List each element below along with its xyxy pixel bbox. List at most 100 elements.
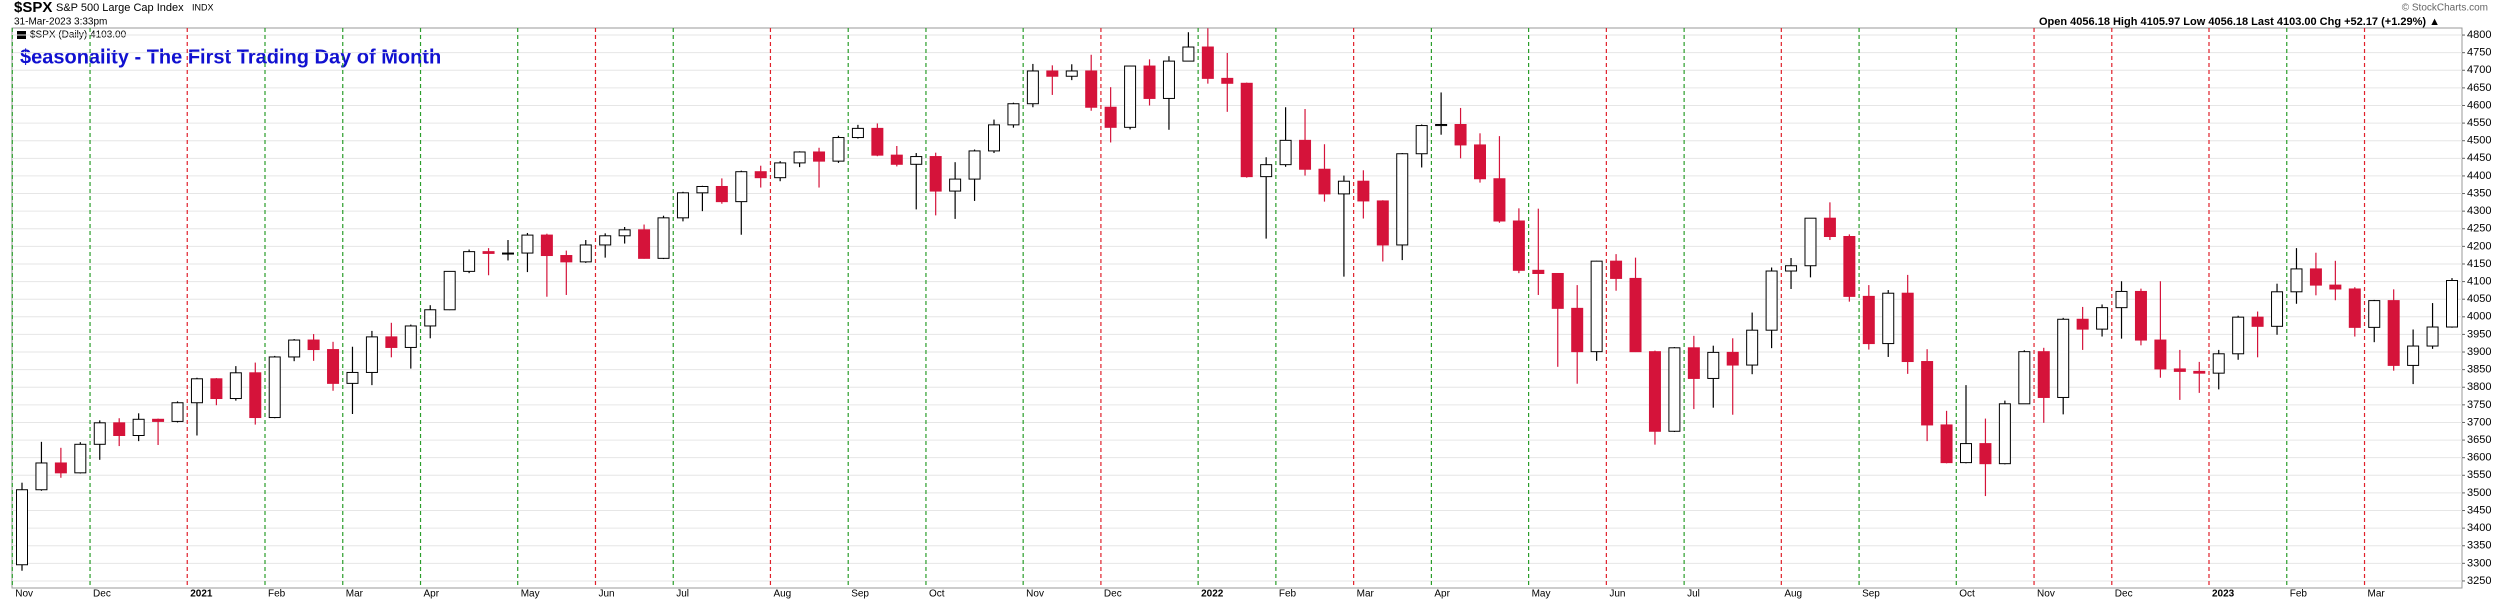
candle-body xyxy=(540,234,553,257)
candle-body xyxy=(2193,370,2206,374)
y-tick-label: 4800 xyxy=(2467,29,2491,41)
candle-body xyxy=(1201,46,1214,79)
candle-body xyxy=(1260,164,1273,178)
candle-body xyxy=(1901,292,1914,363)
candle-body xyxy=(1318,168,1331,195)
candle-body xyxy=(482,251,495,254)
candle-body xyxy=(793,151,806,164)
candle-body xyxy=(813,151,826,162)
y-tick-label: 4150 xyxy=(2467,258,2491,270)
candle-body xyxy=(2115,290,2128,309)
candle-body xyxy=(288,339,301,358)
candle-body xyxy=(54,462,67,474)
y-tick-label: 3600 xyxy=(2467,452,2491,464)
candle-body xyxy=(1026,70,1039,105)
grid: 3250 3300 3350 3400 3450 3500 3550 3600 3650 3700… xyxy=(11,28,2491,600)
candle-body xyxy=(1143,65,1156,99)
y-tick-label: 3350 xyxy=(2467,540,2491,552)
x-tick-label: 2022 xyxy=(1201,589,1224,600)
candle-body xyxy=(74,443,87,474)
x-tick-label: Jun xyxy=(1609,589,1625,600)
y-tick-label: 3250 xyxy=(2467,575,2491,587)
x-tick-label: Feb xyxy=(2290,589,2308,600)
y-tick-label: 3700 xyxy=(2467,416,2491,428)
x-tick-label: Sep xyxy=(851,589,869,600)
candle-body xyxy=(2407,345,2420,366)
candle-body xyxy=(1590,260,1603,353)
candle-body xyxy=(2290,268,2303,293)
x-tick-label: May xyxy=(521,589,540,600)
candle-body xyxy=(1007,103,1020,126)
candle-body xyxy=(1707,351,1720,379)
candle-body xyxy=(1610,260,1623,279)
symbol: $SPX xyxy=(14,0,52,16)
candle-body xyxy=(1454,124,1467,146)
candle-body xyxy=(1862,295,1875,345)
y-tick-label: 3450 xyxy=(2467,504,2491,516)
x-tick-label: Dec xyxy=(2115,589,2133,600)
candle-body xyxy=(404,325,417,348)
candle-body xyxy=(968,150,981,180)
candle-body xyxy=(2348,288,2361,328)
x-tick-label: Aug xyxy=(773,589,791,600)
candle-body xyxy=(1746,329,1759,366)
y-tick-label: 4650 xyxy=(2467,82,2491,94)
candle-body xyxy=(1046,70,1059,77)
y-tick-label: 4100 xyxy=(2467,275,2491,287)
y-tick-label: 4600 xyxy=(2467,99,2491,111)
candle-body xyxy=(2154,339,2167,370)
candle-body xyxy=(2309,268,2322,286)
y-tick-label: 3500 xyxy=(2467,487,2491,499)
candle-body xyxy=(35,462,48,491)
x-tick-label: Apr xyxy=(424,589,440,600)
y-tick-label: 3650 xyxy=(2467,434,2491,446)
y-tick-label: 4750 xyxy=(2467,47,2491,59)
x-tick-label: Mar xyxy=(346,589,364,600)
candle-body xyxy=(463,251,476,272)
y-tick-label: 4450 xyxy=(2467,152,2491,164)
candle-body xyxy=(2329,284,2342,290)
candle-body xyxy=(638,229,651,259)
candle-body xyxy=(1785,265,1798,272)
y-tick-label: 4350 xyxy=(2467,187,2491,199)
candle-body xyxy=(2426,326,2439,347)
candle-body xyxy=(696,185,709,194)
candle-body xyxy=(2387,300,2400,366)
x-tick-label: Jul xyxy=(676,589,689,600)
candle-body xyxy=(1104,106,1117,128)
candle-body xyxy=(2037,351,2050,398)
candle-body xyxy=(152,418,165,422)
candle-body xyxy=(1921,361,1934,426)
credit: © StockCharts.com xyxy=(2402,3,2488,14)
candle-body xyxy=(1065,70,1078,77)
candle-body xyxy=(2173,368,2186,372)
candle-body xyxy=(1532,269,1545,274)
exchange: INDX xyxy=(192,2,214,12)
candle-body xyxy=(832,137,845,162)
candle-body xyxy=(327,349,340,384)
x-tick-label: 2023 xyxy=(2212,589,2235,600)
y-tick-label: 3800 xyxy=(2467,381,2491,393)
candle-body xyxy=(560,255,573,263)
candle-body xyxy=(229,372,242,400)
candle-body xyxy=(1357,180,1370,202)
candle-body xyxy=(502,252,514,255)
y-tick-label: 3400 xyxy=(2467,522,2491,534)
x-tick-label: Nov xyxy=(1026,589,1044,600)
candle-body xyxy=(1474,144,1486,180)
x-tick-label: Nov xyxy=(2037,589,2055,600)
candle-body xyxy=(1882,292,1895,345)
candle-body xyxy=(346,371,359,384)
y-tick-label: 4550 xyxy=(2467,117,2491,129)
candle-body xyxy=(1998,403,2011,465)
x-tick-label: Feb xyxy=(268,589,286,600)
candle-body xyxy=(1376,200,1389,246)
candle-body xyxy=(871,127,884,156)
index-name: S&P 500 Large Cap Index xyxy=(56,2,184,14)
y-tick-label: 3950 xyxy=(2467,328,2491,340)
x-tick-label: Dec xyxy=(93,589,111,600)
candle-body xyxy=(1512,220,1525,271)
candle-body xyxy=(2076,318,2089,330)
candle-body xyxy=(210,378,223,400)
candle-body xyxy=(1124,65,1137,128)
